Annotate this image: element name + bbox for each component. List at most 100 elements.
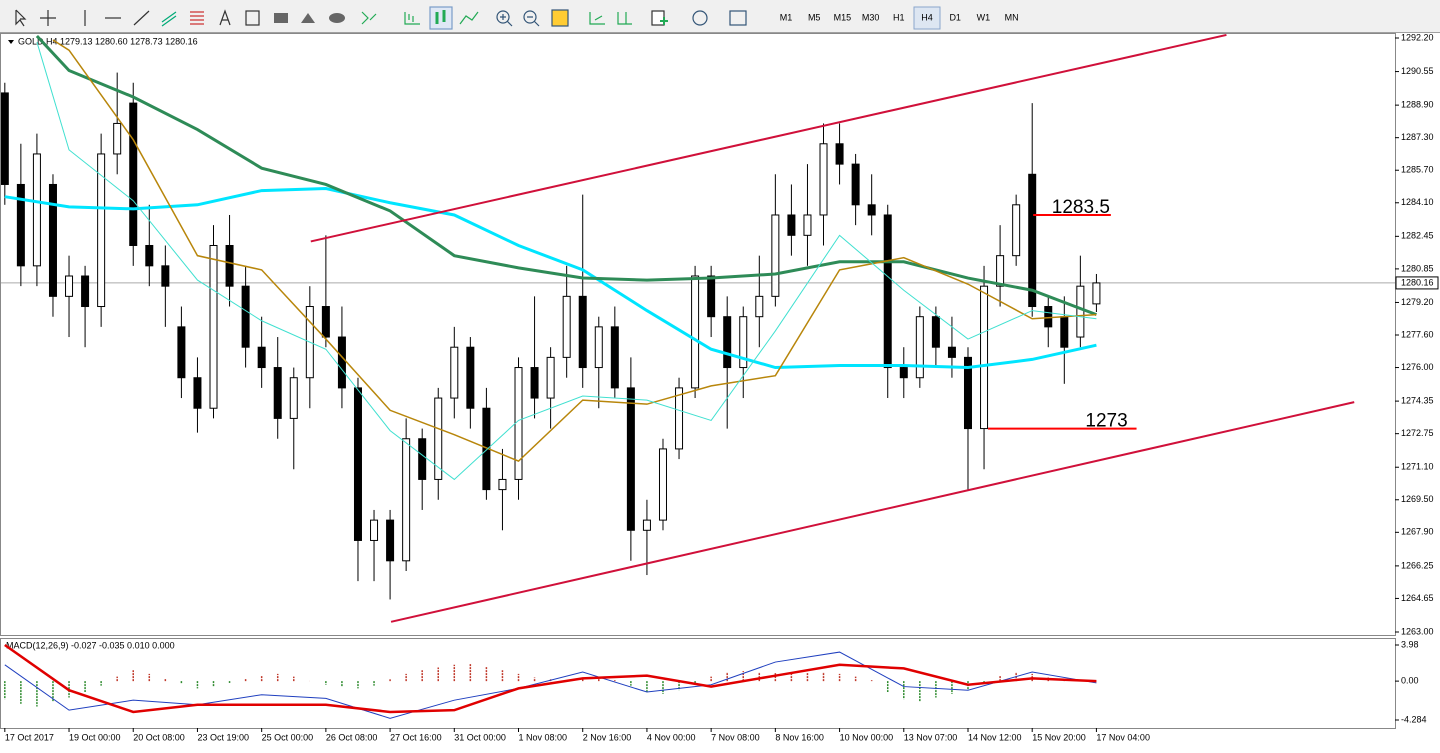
candle-body [402,438,411,562]
y-tick-label: 1280.85 [1401,263,1434,273]
timeframes: M1 M5 M15 M30 H1 H4 D1 W1 MN [780,6,1019,30]
line-icon[interactable] [459,11,479,25]
main-plot: 1283.5 1273 [1,34,1395,623]
y-tick-label: 1282.45 [1401,231,1434,241]
timeframe-button[interactable]: H1 [893,12,905,22]
x-tick-label: 4 Nov 00:00 [647,732,696,742]
candle-body [225,244,234,287]
timeframe-button[interactable]: M30 [862,12,880,22]
candle-body [819,143,828,216]
y-tick-label: 3.98 [1401,639,1419,649]
candle-body [450,346,459,399]
candle-body [1028,173,1037,308]
candles-icon[interactable] [429,6,453,30]
y-tick-label: 1290.55 [1401,66,1434,76]
candle-body [498,478,507,491]
y-tick-label: 1264.65 [1401,593,1434,603]
ellipse-icon[interactable] [329,13,345,23]
moving-average [36,41,1097,481]
candle-body [386,519,395,562]
text-icon[interactable] [219,9,231,26]
zoom-out-icon[interactable] [523,10,537,24]
autoscroll-icon[interactable] [589,12,605,25]
indicators-icon[interactable] [651,10,665,26]
candle-body [915,316,924,379]
candle-body [1076,285,1085,338]
x-tick-label: 17 Oct 2017 [5,732,54,742]
timeframe-button[interactable]: W1 [977,12,991,22]
fibo-icon[interactable] [190,11,204,25]
candle-body [65,275,74,297]
triangle-icon[interactable] [301,13,315,23]
timeframe-button[interactable]: D1 [949,12,961,22]
candle-body [851,163,860,206]
candle-body [1012,204,1021,257]
candle-body [530,367,539,399]
candle-body [578,295,587,369]
candle-body [658,448,667,521]
zoom-in-icon[interactable] [496,10,510,24]
candle-body [161,265,170,287]
candle-body [883,214,892,369]
candle-body [1060,316,1069,348]
y-tick-label: -4.284 [1401,714,1427,724]
x-tick-label: 20 Oct 08:00 [133,732,185,742]
x-tick-label: 17 Nov 04:00 [1096,732,1150,742]
timeframe-button[interactable]: M15 [834,12,852,22]
x-tick-label: 10 Nov 00:00 [840,732,894,742]
candle-body [1092,282,1101,305]
timeframe-button[interactable]: M5 [808,12,821,22]
y-tick-label: 1292.20 [1401,32,1434,42]
candle-body [931,316,940,348]
candle-body [1,92,9,185]
shift-icon[interactable] [617,12,632,25]
periods-icon[interactable] [692,10,708,26]
moving-average [52,39,1097,463]
candle-body [32,153,41,267]
current-price-box [1395,276,1439,290]
candle-body [803,214,812,236]
label-icon[interactable] [245,10,260,26]
rect-icon[interactable] [274,13,288,23]
timeframe-active [913,6,941,30]
cursor-icon[interactable] [15,9,27,27]
macd-plot [4,643,1098,719]
candle-body [418,438,427,480]
x-tick-label: 14 Nov 12:00 [968,732,1022,742]
y-tick-label: 1285.70 [1401,165,1434,175]
trendline-icon[interactable] [133,10,150,26]
y-tick-label: 1274.35 [1401,395,1434,405]
symbol-menu[interactable] [8,40,14,44]
timeframe-button[interactable]: MN [1005,12,1019,22]
crosshair-icon[interactable] [40,10,56,26]
candle-body [177,326,186,379]
candle-body [723,316,732,369]
x-tick-label: 8 Nov 16:00 [775,732,824,742]
x-tick-label: 26 Oct 08:00 [326,732,378,742]
x-tick-label: 1 Nov 08:00 [519,732,568,742]
timeframe-button[interactable]: M1 [780,12,793,22]
y-tick-label: 1266.25 [1401,560,1434,570]
candle-body [996,255,1005,287]
candle-body [867,204,876,216]
candle-body [16,183,25,267]
templates-icon[interactable] [729,10,747,26]
candle-body [1044,306,1053,328]
y-tick-label: 1272.75 [1401,428,1434,438]
moving-average [35,34,1097,317]
tile-icon[interactable] [551,9,569,27]
candle-body [755,295,764,318]
x-tick-label: 2 Nov 16:00 [583,732,632,742]
timeframe-button[interactable]: H4 [921,12,933,22]
candle-body [129,102,138,246]
arrows-icon[interactable] [361,11,377,25]
channel-icon[interactable] [161,11,177,27]
candle-body [546,356,555,399]
candle-body [241,285,250,348]
candle-body [81,275,90,308]
level-label: 1273 [1085,411,1127,432]
candle-body [145,244,154,267]
bars-icon[interactable] [404,12,420,25]
